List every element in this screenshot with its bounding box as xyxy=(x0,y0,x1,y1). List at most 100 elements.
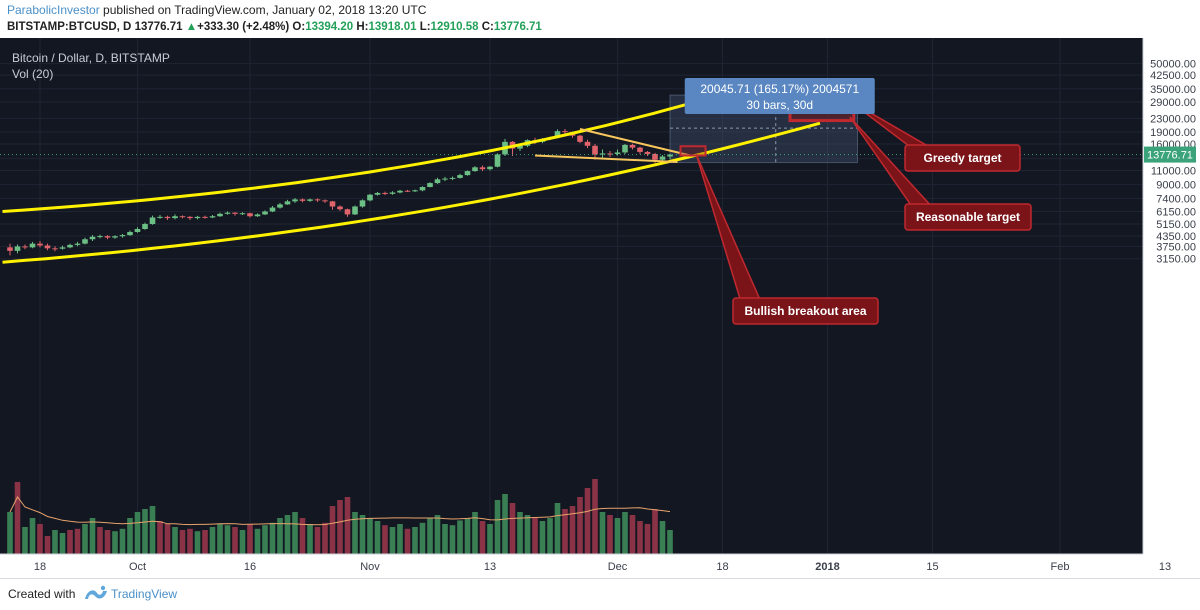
time-tick-label: 13 xyxy=(1159,561,1171,573)
candle-body xyxy=(254,214,261,217)
candle-body xyxy=(457,175,463,178)
volume-bar xyxy=(74,528,81,554)
candle-body xyxy=(629,144,636,148)
volume-bar xyxy=(127,518,133,554)
candle-body xyxy=(344,209,351,215)
symbol-label: BITSTAMP:BTCUSD, D xyxy=(7,21,132,33)
channel-upper-line[interactable] xyxy=(2,94,716,213)
reasonable-target-callout-box[interactable] xyxy=(904,203,1032,231)
created-with-label: Created with xyxy=(8,587,76,601)
volume-bar xyxy=(22,527,28,554)
candle-body xyxy=(479,167,486,170)
candle xyxy=(247,212,253,218)
volume-bar xyxy=(614,518,621,554)
last-price-tag: 13776.71 xyxy=(1144,146,1196,163)
candle xyxy=(187,216,193,221)
volume-bar xyxy=(187,528,193,554)
volume-indicator-label: Vol (20) xyxy=(12,67,53,81)
volume-moving-average-line xyxy=(9,496,671,526)
candle xyxy=(577,134,583,144)
candle-body xyxy=(247,213,253,217)
candle-body xyxy=(67,244,73,248)
price-tick-label: 4350.00 xyxy=(1156,231,1196,243)
candle xyxy=(599,149,606,159)
tradingview-brand[interactable]: TradingView xyxy=(111,587,178,601)
volume-bar xyxy=(142,509,148,554)
candle-body xyxy=(157,216,163,218)
candle xyxy=(614,149,621,156)
candle xyxy=(164,215,171,221)
annotations[interactable]: Greedy target Reasonable target Bullish br… xyxy=(679,90,1032,325)
volume-bar xyxy=(367,518,373,554)
price-tick-label: 9000.00 xyxy=(1156,180,1196,192)
time-tick-label: Dec xyxy=(608,561,628,573)
candle-body xyxy=(22,246,28,248)
reasonable-target-callout[interactable]: Reasonable target xyxy=(849,116,1032,231)
candle xyxy=(622,144,628,154)
breakout-zone[interactable] xyxy=(679,145,707,157)
candle-body xyxy=(352,206,358,215)
candle xyxy=(89,235,96,241)
volume-bar xyxy=(524,515,531,554)
chart-area[interactable]: Greedy target Reasonable target Bullish br… xyxy=(0,38,1200,578)
candle-body xyxy=(209,216,216,218)
candle-body xyxy=(277,204,283,208)
candle xyxy=(667,153,673,160)
candle xyxy=(142,222,148,230)
volume-bar xyxy=(479,521,486,554)
time-axis[interactable] xyxy=(0,554,1143,578)
candle-body xyxy=(97,236,103,238)
price-chart[interactable]: Greedy target Reasonable target Bullish br… xyxy=(0,38,1200,578)
author-link[interactable]: ParabolicInvestor xyxy=(7,3,100,17)
candle xyxy=(112,235,118,239)
candle-body xyxy=(472,167,478,172)
time-tick-label: 13 xyxy=(484,561,496,573)
volume-bar xyxy=(59,533,66,554)
candle-body xyxy=(14,246,21,251)
tradingview-logo-icon[interactable] xyxy=(84,584,108,609)
candle-body xyxy=(104,236,111,238)
candle xyxy=(292,197,298,203)
candle-body xyxy=(397,190,403,193)
candle-body xyxy=(607,153,613,155)
volume-bar xyxy=(502,494,508,554)
candle xyxy=(254,213,261,217)
measure-label-line1: 20045.71 (165.17%) 2004571 xyxy=(700,82,859,96)
candle xyxy=(202,215,208,219)
candle xyxy=(299,198,306,203)
volume-bar xyxy=(457,520,463,554)
bullish-breakout-callout[interactable]: Bullish breakout area xyxy=(695,154,879,325)
triangle-lower-line[interactable] xyxy=(534,154,678,164)
volume-bar xyxy=(494,500,501,554)
volume-bar xyxy=(547,518,553,554)
volume-bar xyxy=(359,515,366,554)
time-tick-label: 15 xyxy=(926,561,938,573)
candle-body xyxy=(37,243,43,246)
volume-bar xyxy=(442,524,448,554)
candle xyxy=(352,205,358,216)
greedy-target-callout[interactable]: Greedy target xyxy=(847,99,1021,172)
high-value: 13918.01 xyxy=(368,21,417,33)
candle-body xyxy=(554,131,561,138)
low-label: L: xyxy=(419,21,431,33)
candle xyxy=(157,215,163,219)
time-tick-label: 2018 xyxy=(815,561,839,573)
volume-bar xyxy=(344,497,351,554)
candle xyxy=(224,211,231,215)
triangle-upper-line[interactable] xyxy=(579,128,693,157)
price-axis[interactable] xyxy=(1143,38,1200,578)
volume-bar xyxy=(329,506,336,554)
bullish-breakout-callout-box[interactable] xyxy=(732,297,879,325)
candle xyxy=(329,200,336,210)
open-label: O: xyxy=(292,21,306,33)
open-value: 13394.20 xyxy=(305,21,354,33)
volume-bar xyxy=(149,506,156,554)
volume-bar xyxy=(172,527,178,554)
volume-bar xyxy=(337,500,343,554)
volume-bar xyxy=(389,527,396,554)
candle xyxy=(659,154,666,161)
greedy-target-callout-box[interactable] xyxy=(904,144,1021,172)
candle-body xyxy=(239,213,246,215)
candle xyxy=(487,166,493,171)
plot-area xyxy=(0,38,1143,554)
